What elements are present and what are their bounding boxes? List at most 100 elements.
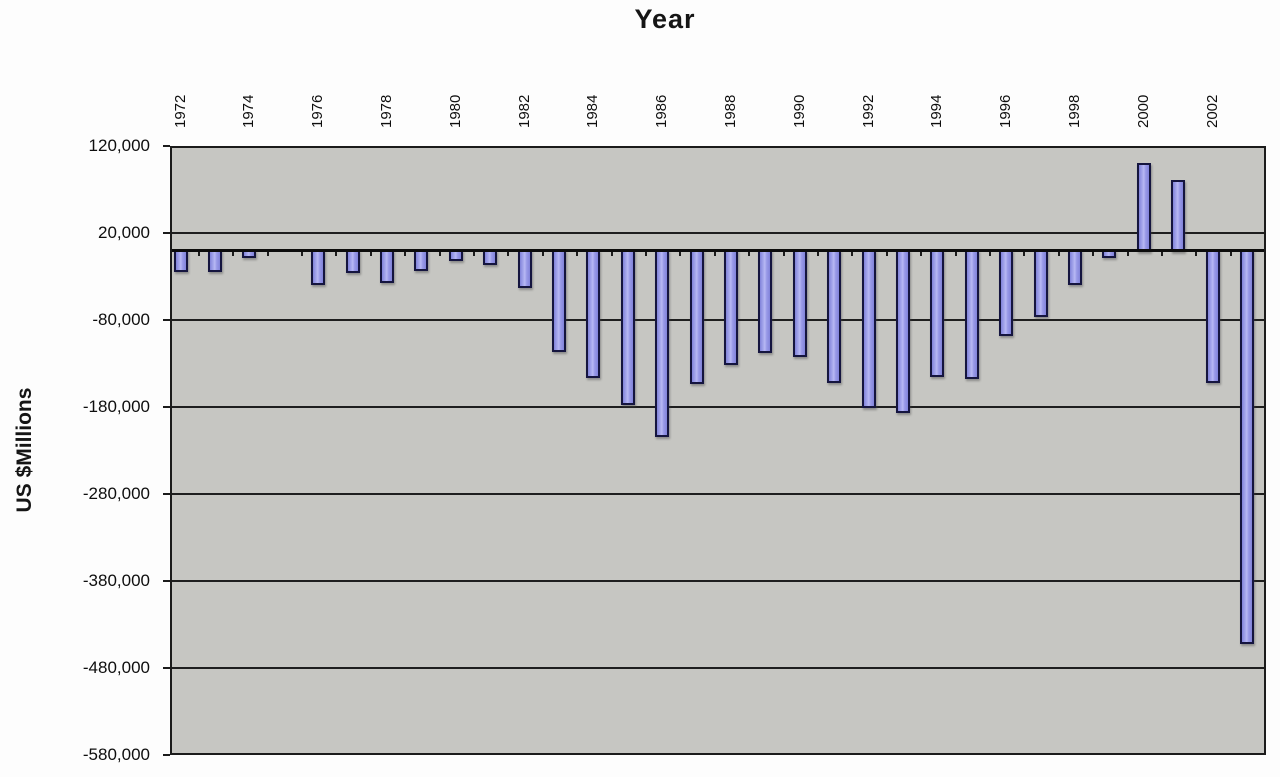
y-tick-mark: [163, 667, 170, 669]
bar-1977: [345, 250, 360, 274]
x-boundary-tick: [1160, 252, 1163, 257]
bar-1986: [655, 250, 670, 437]
y-tick-mark: [163, 145, 170, 147]
y-tick-mark: [163, 580, 170, 582]
x-boundary-tick: [576, 252, 579, 257]
y-tick-label-120000: 120,000: [88, 136, 150, 155]
x-tick-label-1996: 1996: [997, 94, 1015, 128]
x-boundary-tick: [885, 252, 888, 257]
bar-1994: [930, 250, 945, 377]
x-boundary-tick: [954, 252, 957, 257]
bar-1996: [999, 250, 1014, 336]
x-tick-label-1998: 1998: [1065, 94, 1083, 128]
x-boundary-tick: [438, 252, 441, 257]
x-boundary-tick: [541, 252, 544, 257]
x-tick-label-1978: 1978: [377, 94, 395, 128]
y-tick-mark: [163, 232, 170, 234]
x-boundary-tick: [369, 252, 372, 257]
bar-1982: [517, 250, 532, 289]
bar-1995: [964, 250, 979, 380]
x-boundary-tick: [404, 252, 407, 257]
plot-area: [170, 146, 1266, 755]
zero-axis-line: [172, 249, 1264, 253]
x-boundary-tick: [300, 252, 303, 257]
x-tick-label-2002: 2002: [1203, 94, 1221, 128]
chart-title: Year: [634, 4, 696, 34]
bar-1991: [827, 250, 842, 383]
gridline--180000: [172, 406, 1264, 408]
bar-1973: [207, 250, 222, 272]
x-boundary-tick: [610, 252, 613, 257]
x-boundary-tick: [266, 252, 269, 257]
x-boundary-tick: [1195, 252, 1198, 257]
x-boundary-tick: [1092, 252, 1095, 257]
x-tick-label-1974: 1974: [240, 94, 258, 128]
bar-2002: [1205, 250, 1220, 383]
bar-1989: [758, 250, 773, 354]
x-boundary-tick: [713, 252, 716, 257]
x-boundary-tick: [679, 252, 682, 257]
y-tick-mark: [163, 319, 170, 321]
gridline--380000: [172, 580, 1264, 582]
bar-1987: [689, 250, 704, 384]
bar-1978: [379, 250, 394, 283]
x-tick-label-1980: 1980: [446, 94, 464, 128]
gridline--280000: [172, 493, 1264, 495]
bar-1992: [861, 250, 876, 409]
y-axis-title: US $Millions: [13, 387, 36, 513]
bar-2001: [1171, 179, 1186, 253]
x-tick-label-1994: 1994: [928, 94, 946, 128]
bar-2000: [1136, 163, 1151, 253]
bar-1979: [414, 250, 429, 271]
x-boundary-tick: [782, 252, 785, 257]
bar-1998: [1067, 250, 1082, 285]
bar-1976: [311, 250, 326, 285]
y-tick-label--580000: -580,000: [82, 745, 150, 764]
x-boundary-tick: [1023, 252, 1026, 257]
x-tick-label-1986: 1986: [653, 94, 671, 128]
x-boundary-tick: [851, 252, 854, 257]
x-boundary-tick: [197, 252, 200, 257]
y-tick-label--380000: -380,000: [82, 571, 150, 590]
gridline-20000: [172, 232, 1264, 234]
x-tick-label-1982: 1982: [515, 94, 533, 128]
x-boundary-tick: [1229, 252, 1232, 257]
x-boundary-tick: [1126, 252, 1129, 257]
y-tick-label--480000: -480,000: [82, 658, 150, 677]
x-boundary-tick: [472, 252, 475, 257]
y-tick-label--180000: -180,000: [82, 397, 150, 416]
x-boundary-tick: [920, 252, 923, 257]
y-tick-mark: [163, 406, 170, 408]
gridline--480000: [172, 667, 1264, 669]
x-boundary-tick: [816, 252, 819, 257]
x-tick-label-1990: 1990: [790, 94, 808, 128]
x-tick-label-2000: 2000: [1134, 94, 1152, 128]
x-tick-label-1984: 1984: [584, 94, 602, 128]
x-boundary-tick: [232, 252, 235, 257]
bar-1983: [551, 250, 566, 353]
bar-1988: [723, 250, 738, 366]
gridline--80000: [172, 319, 1264, 321]
x-tick-label-1988: 1988: [721, 94, 739, 128]
x-boundary-tick: [748, 252, 751, 257]
bar-1993: [895, 250, 910, 414]
x-boundary-tick: [507, 252, 510, 257]
bar-2003: [1239, 250, 1254, 644]
x-boundary-tick: [335, 252, 338, 257]
y-tick-label-20000: 20,000: [98, 223, 150, 242]
x-tick-label-1972: 1972: [171, 94, 189, 128]
bar-1984: [586, 250, 601, 378]
y-tick-mark: [163, 493, 170, 495]
y-tick-label--280000: -280,000: [82, 484, 150, 503]
bar-1997: [1033, 250, 1048, 317]
bar-1981: [483, 250, 498, 265]
y-tick-mark: [163, 754, 170, 756]
bar-1985: [620, 250, 635, 405]
x-boundary-tick: [1057, 252, 1060, 257]
x-tick-label-1992: 1992: [859, 94, 877, 128]
x-boundary-tick: [988, 252, 991, 257]
bar-1990: [792, 250, 807, 357]
y-tick-label--80000: -80,000: [92, 310, 150, 329]
x-tick-label-1976: 1976: [309, 94, 327, 128]
